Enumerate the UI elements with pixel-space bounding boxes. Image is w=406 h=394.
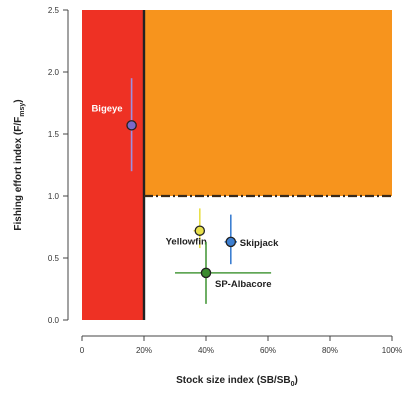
y-tick-label: 2.5 bbox=[48, 6, 60, 15]
x-tick-label: 60% bbox=[260, 346, 276, 355]
point-group-skipjack: Skipjack bbox=[224, 214, 279, 265]
y-axis-title: Fishing effort index (F/Fmsy) bbox=[13, 99, 26, 230]
y-tick-label: 0.0 bbox=[48, 316, 60, 325]
point-label: Skipjack bbox=[240, 238, 279, 249]
point-label: Bigeye bbox=[91, 103, 122, 114]
point-label: Yellowfin bbox=[166, 237, 207, 248]
y-tick-label: 0.5 bbox=[48, 254, 60, 263]
x-tick-label: 0 bbox=[80, 346, 85, 355]
region-overfished bbox=[82, 10, 144, 320]
point-group-sp-albacore: SP-Albacore bbox=[175, 241, 272, 304]
point-group-yellowfin: Yellowfin bbox=[166, 208, 207, 249]
status-regions bbox=[82, 10, 392, 320]
x-tick-label: 20% bbox=[136, 346, 152, 355]
axes: 0.0 0.5 1.0 1.5 2.0 2.5 0 20% 40% 60% 80% 100% bbox=[48, 6, 402, 355]
point-marker bbox=[200, 267, 212, 279]
point-marker bbox=[194, 225, 206, 236]
point-label: SP-Albacore bbox=[215, 279, 272, 290]
x-tick-label: 100% bbox=[382, 346, 402, 355]
point-marker bbox=[225, 236, 237, 248]
x-tick-label: 80% bbox=[322, 346, 338, 355]
x-axis-title: Stock size index (SB/SB0) bbox=[176, 375, 298, 388]
point-marker bbox=[126, 120, 137, 131]
y-tick-label: 1.0 bbox=[48, 192, 60, 201]
y-tick-label: 1.5 bbox=[48, 130, 60, 139]
point-group-bigeye: Bigeye bbox=[91, 78, 137, 172]
x-tick-label: 40% bbox=[198, 346, 214, 355]
data-points: Bigeye Yellowfin Skipjack SP-Albacore bbox=[91, 78, 279, 304]
y-tick-label: 2.0 bbox=[48, 68, 60, 77]
reference-lines bbox=[142, 10, 392, 320]
region-overfishing bbox=[144, 10, 392, 196]
